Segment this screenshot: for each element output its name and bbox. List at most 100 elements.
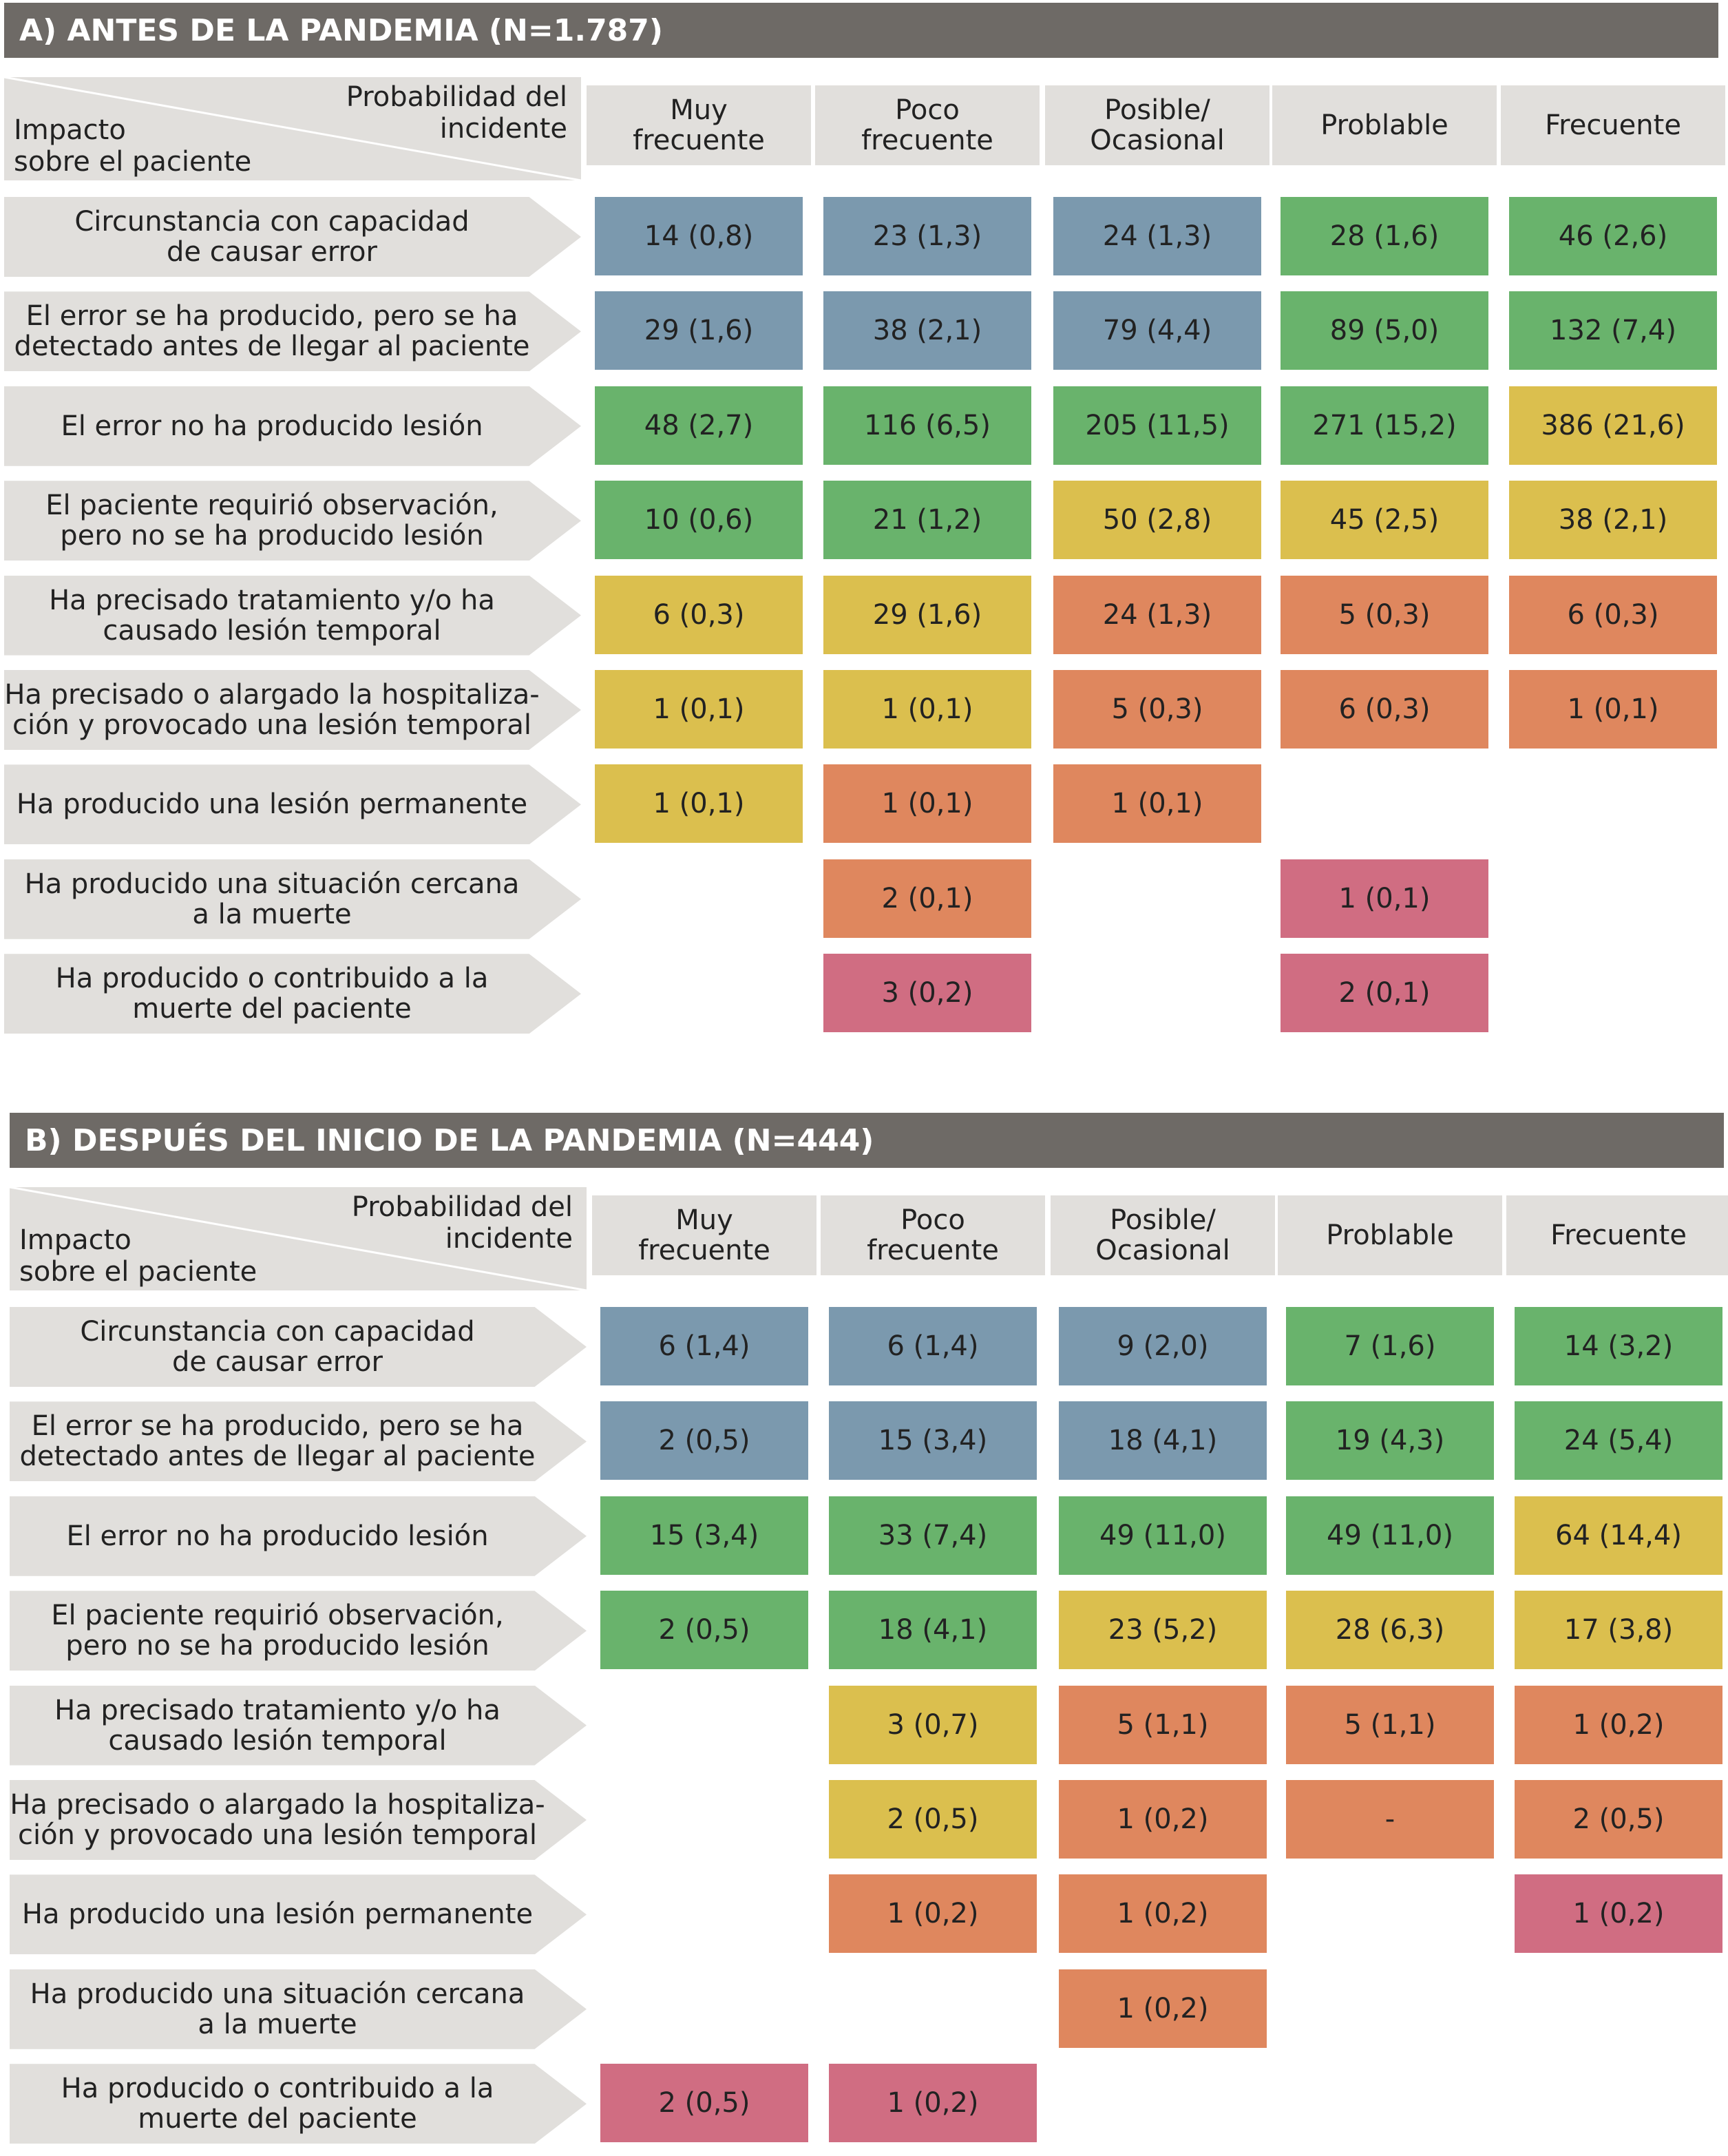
column-header: Frecuente <box>1506 1195 1728 1275</box>
risk-cell: 50 (2,8) <box>1053 481 1261 560</box>
risk-cell: 1 (0,2) <box>1059 1969 1267 2048</box>
risk-cell: 17 (3,8) <box>1515 1591 1722 1670</box>
column-header: Muy frecuente <box>587 85 811 165</box>
row-label: Circunstancia con capacidad de causar er… <box>4 197 581 277</box>
risk-cell: 116 (6,5) <box>823 386 1031 465</box>
risk-cell: 64 (14,4) <box>1515 1496 1722 1575</box>
row-label: El paciente requirió observación, pero n… <box>4 481 581 561</box>
row-label: El error se ha producido, pero se ha det… <box>4 291 581 372</box>
risk-cell: 2 (0,5) <box>1515 1780 1722 1859</box>
row-label: El error se ha producido, pero se ha det… <box>10 1401 587 1482</box>
risk-cell: 5 (1,1) <box>1059 1685 1267 1764</box>
row-label: Ha producido o contribuido a la muerte d… <box>10 2064 587 2144</box>
risk-cell: 1 (0,2) <box>1515 1874 1722 1954</box>
corner-top: Probabilidad del incidente <box>351 1191 573 1255</box>
risk-cell: 2 (0,5) <box>600 2064 808 2143</box>
column-header: Posible/ Ocasional <box>1045 85 1269 165</box>
row-label: Ha producido una situación cercana a la … <box>10 1969 587 2049</box>
risk-cell: 5 (0,3) <box>1053 670 1261 749</box>
risk-cell: 48 (2,7) <box>595 386 803 465</box>
risk-cell: 1 (0,2) <box>829 2064 1037 2143</box>
risk-cell: 3 (0,2) <box>823 954 1031 1033</box>
corner-bottom: Impacto sobre el paciente <box>19 1224 257 1288</box>
risk-cell: 10 (0,6) <box>595 481 803 560</box>
risk-cell: 14 (0,8) <box>595 197 803 275</box>
row-label: Ha precisado tratamiento y/o ha causado … <box>10 1685 587 1766</box>
row-label: El paciente requirió observación, pero n… <box>10 1591 587 1671</box>
risk-cell: 2 (0,5) <box>600 1591 808 1670</box>
risk-cell: 6 (1,4) <box>829 1307 1037 1385</box>
risk-cell: 33 (7,4) <box>829 1496 1037 1575</box>
risk-cell: 15 (3,4) <box>829 1401 1037 1480</box>
risk-cell: 5 (1,1) <box>1286 1685 1494 1764</box>
row-label: Ha precisado o alargado la hospitaliza- … <box>4 670 581 750</box>
risk-cell: 18 (4,1) <box>829 1591 1037 1670</box>
column-header: Posible/ Ocasional <box>1051 1195 1275 1275</box>
risk-cell: 1 (0,2) <box>1059 1874 1267 1954</box>
risk-cell: 9 (2,0) <box>1059 1307 1267 1385</box>
risk-cell: 271 (15,2) <box>1281 386 1488 465</box>
column-header: Muy frecuente <box>592 1195 816 1275</box>
risk-cell: 19 (4,3) <box>1286 1401 1494 1480</box>
risk-cell: 1 (0,1) <box>823 670 1031 749</box>
risk-cell: 49 (11,0) <box>1286 1496 1494 1575</box>
column-header: Poco frecuente <box>821 1195 1045 1275</box>
risk-cell: 386 (21,6) <box>1509 386 1717 465</box>
risk-cell: 1 (0,2) <box>1059 1780 1267 1859</box>
risk-cell: 21 (1,2) <box>823 481 1031 560</box>
risk-cell: 23 (1,3) <box>823 197 1031 275</box>
risk-cell: 205 (11,5) <box>1053 386 1261 465</box>
row-label: Ha producido una lesión permanente <box>10 1874 587 1955</box>
risk-cell: 79 (4,4) <box>1053 291 1261 370</box>
panel-title: B) DESPUÉS DEL INICIO DE LA PANDEMIA (N=… <box>10 1113 1724 1168</box>
risk-cell: 6 (1,4) <box>600 1307 808 1385</box>
risk-cell: 3 (0,7) <box>829 1685 1037 1764</box>
risk-cell: 1 (0,1) <box>595 670 803 749</box>
corner-bottom: Impacto sobre el paciente <box>14 114 252 178</box>
corner-header: Probabilidad del incidente Impacto sobre … <box>10 1187 587 1290</box>
risk-cell: 23 (5,2) <box>1059 1591 1267 1670</box>
risk-cell: 49 (11,0) <box>1059 1496 1267 1575</box>
risk-cell: 24 (1,3) <box>1053 197 1261 275</box>
risk-cell: 1 (0,2) <box>1515 1685 1722 1764</box>
risk-cell: 2 (0,5) <box>600 1401 808 1480</box>
row-label: Ha precisado o alargado la hospitaliza- … <box>10 1780 587 1860</box>
row-label: Circunstancia con capacidad de causar er… <box>10 1307 587 1387</box>
risk-cell: 29 (1,6) <box>823 575 1031 654</box>
column-header: Problable <box>1278 1195 1502 1275</box>
risk-cell: 28 (6,3) <box>1286 1591 1494 1670</box>
row-label: Ha producido una situación cercana a la … <box>4 859 581 939</box>
risk-cell: 1 (0,1) <box>1053 764 1261 844</box>
risk-cell: 1 (0,1) <box>823 764 1031 844</box>
risk-cell: 6 (0,3) <box>1281 670 1488 749</box>
risk-cell: 2 (0,1) <box>823 859 1031 938</box>
row-label: El error no ha producido lesión <box>4 386 581 466</box>
column-header: Frecuente <box>1501 85 1725 165</box>
risk-cell: 1 (0,1) <box>1281 859 1488 938</box>
risk-cell: 45 (2,5) <box>1281 481 1488 560</box>
risk-cell: 24 (1,3) <box>1053 575 1261 654</box>
risk-cell: 1 (0,1) <box>1509 670 1717 749</box>
risk-cell: 5 (0,3) <box>1281 575 1488 654</box>
risk-cell: 15 (3,4) <box>600 1496 808 1575</box>
risk-cell: - <box>1286 1780 1494 1859</box>
risk-cell: 18 (4,1) <box>1059 1401 1267 1480</box>
risk-cell: 2 (0,5) <box>829 1780 1037 1859</box>
risk-cell: 132 (7,4) <box>1509 291 1717 370</box>
column-header: Poco frecuente <box>815 85 1040 165</box>
risk-cell: 6 (0,3) <box>1509 575 1717 654</box>
column-header: Problable <box>1272 85 1497 165</box>
row-label: Ha precisado tratamiento y/o ha causado … <box>4 575 581 656</box>
risk-cell: 6 (0,3) <box>595 575 803 654</box>
risk-cell: 46 (2,6) <box>1509 197 1717 275</box>
diagonal <box>4 77 581 180</box>
diagonal <box>10 1187 587 1290</box>
risk-cell: 2 (0,1) <box>1281 954 1488 1033</box>
risk-cell: 29 (1,6) <box>595 291 803 370</box>
row-label: El error no ha producido lesión <box>10 1496 587 1576</box>
risk-cell: 38 (2,1) <box>823 291 1031 370</box>
corner-header: Probabilidad del incidente Impacto sobre … <box>4 77 581 180</box>
risk-cell: 38 (2,1) <box>1509 481 1717 560</box>
risk-cell: 1 (0,2) <box>829 1874 1037 1954</box>
